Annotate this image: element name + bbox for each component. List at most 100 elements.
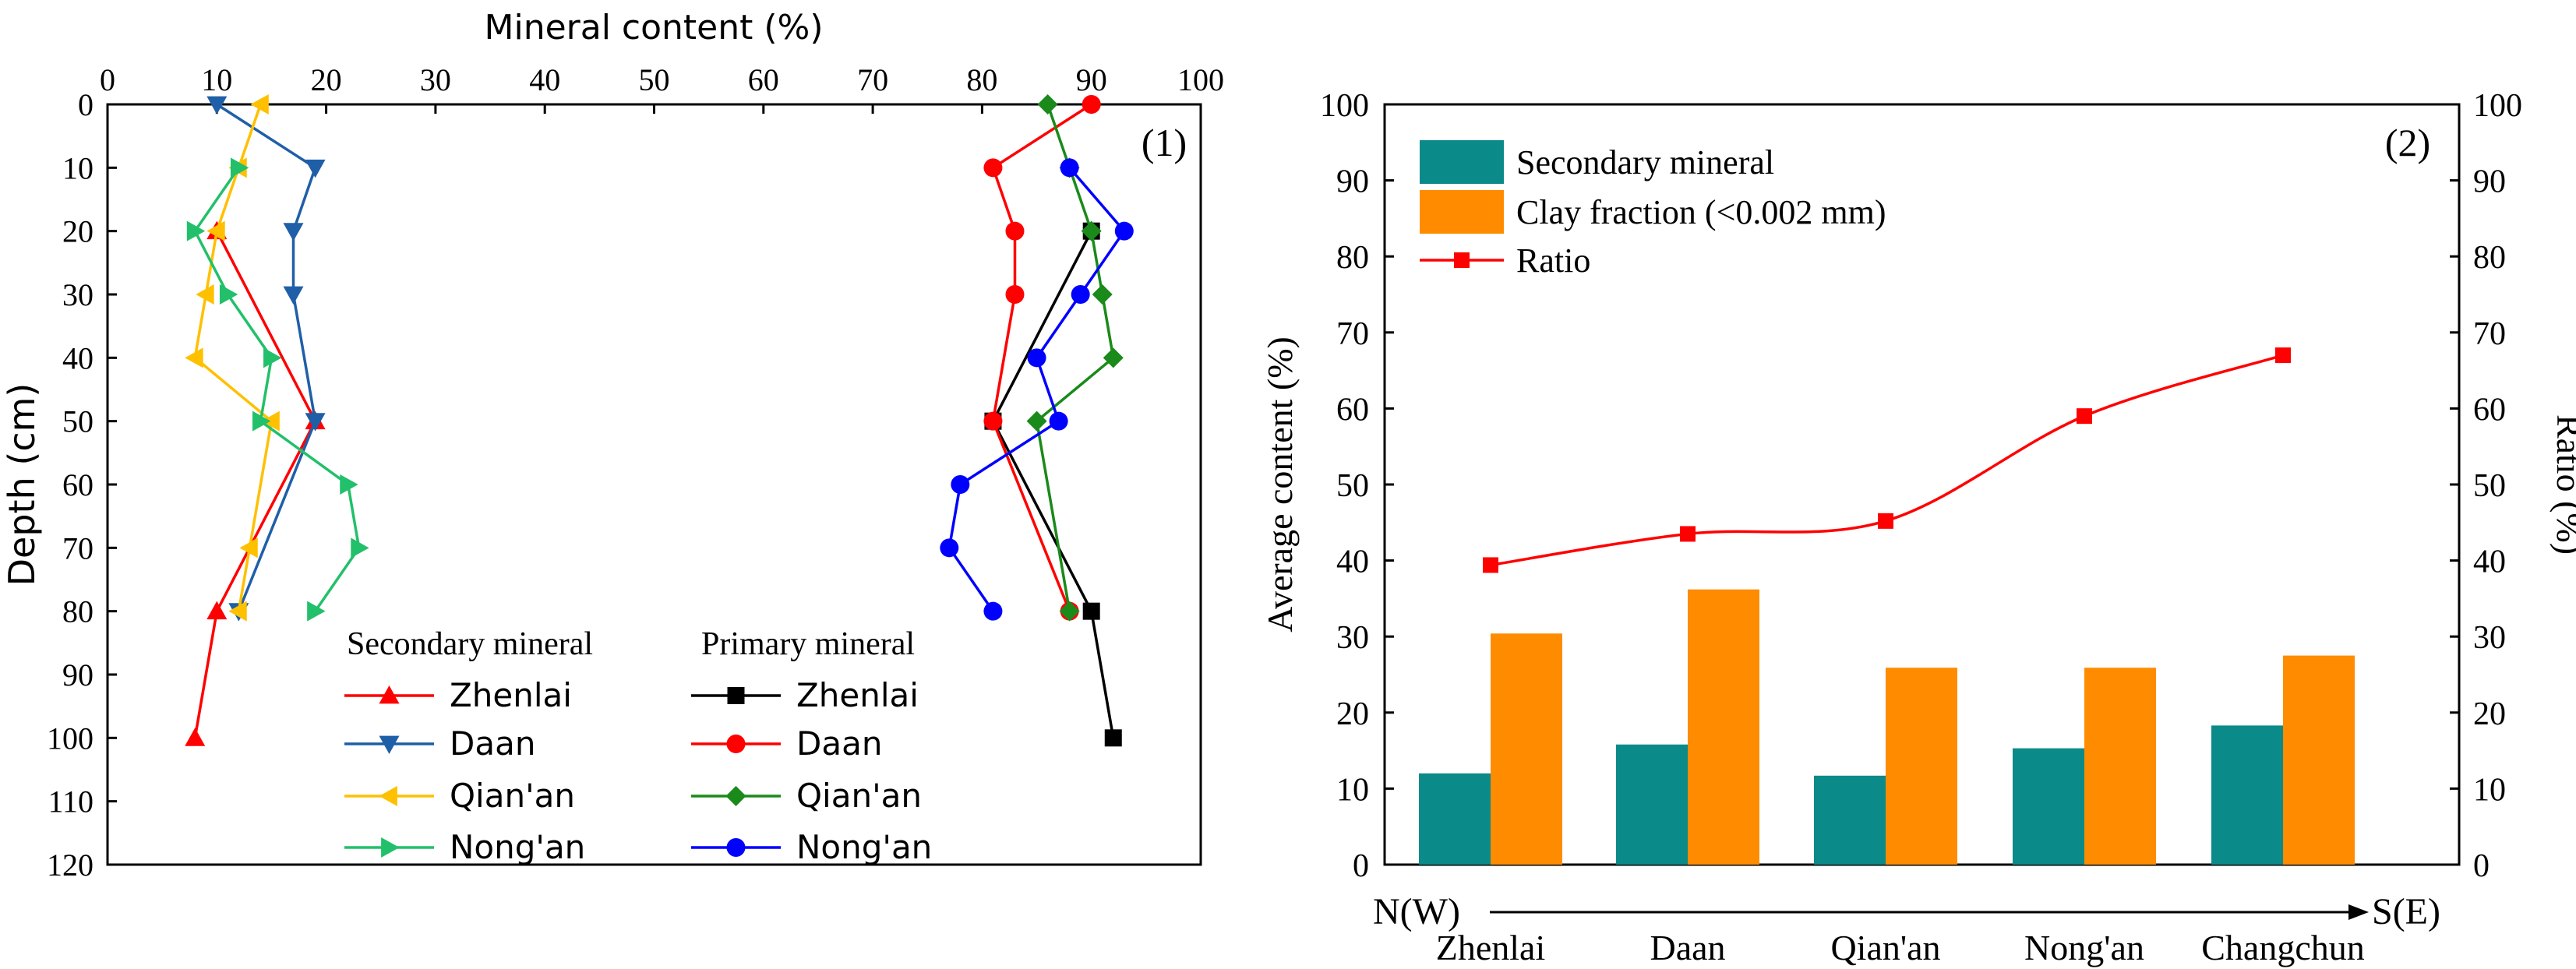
legend-label: Qian'an [450, 777, 575, 815]
data-point-primary-mineral-daan [1005, 285, 1025, 304]
data-point-primary-mineral-nong-an [1071, 285, 1090, 304]
legend-marker [379, 735, 400, 754]
data-point-secondary-mineral-daan [305, 413, 326, 432]
y-tick-label: 40 [1336, 544, 1369, 580]
bar-secondary-mineral-zhenlai [1419, 773, 1491, 865]
series-line-primary-mineral-daan [991, 103, 1092, 612]
panel-2-ratio-line [1483, 347, 2291, 573]
legend-swatch-secondary-mineral [1420, 140, 1504, 184]
y-tick-label: 70 [1336, 316, 1369, 352]
panel-2-left-axis: 0 10 20 30 40 50 60 70 80 90 100 [1320, 88, 1394, 884]
x-tick-label: 70 [857, 62, 888, 97]
series-secondary-mineral-nong-an [186, 157, 369, 622]
legend-label: Nong'an [450, 828, 585, 866]
y-tick-label: 50 [1336, 468, 1369, 504]
y2-tick-label: 100 [2473, 88, 2522, 124]
legend-marker [381, 837, 400, 858]
data-point-primary-mineral-qian-an [1103, 347, 1124, 368]
data-point-secondary-mineral-qian-an [185, 347, 203, 368]
bar-secondary-mineral-qian-an [1814, 775, 1886, 865]
legend-label: Zhenlai [796, 676, 919, 714]
data-point-secondary-mineral-nong-an [340, 474, 358, 495]
ratio-point-nong-an [2077, 408, 2092, 425]
data-point-primary-mineral-nong-an [940, 538, 959, 558]
ratio-point-qian-an [1878, 513, 1893, 529]
panel-2-right-axis: 0 10 20 30 40 50 60 70 80 90 100 [2450, 88, 2522, 884]
panel-1-y-axis-title: Depth (cm) [1, 383, 43, 587]
bar-secondary-mineral-changchun [2211, 725, 2283, 865]
data-point-secondary-mineral-zhenlai [206, 601, 228, 620]
series-line-secondary-mineral-qian-an [193, 104, 273, 611]
y2-tick-label: 70 [2473, 316, 2506, 352]
legend-label-secondary-mineral: Secondary mineral [1516, 143, 1774, 181]
legend-marker [379, 786, 397, 806]
data-point-secondary-mineral-zhenlai [185, 728, 206, 746]
legend-marker [726, 838, 746, 857]
legend-ratio-marker [1454, 252, 1470, 268]
panel-2-legend: Secondary mineral Clay fraction (<0.002 m… [1420, 140, 1886, 280]
bar-clay-fraction-0-002-mm-changchun [2283, 655, 2355, 865]
bar-clay-fraction-0-002-mm-daan [1688, 589, 1759, 865]
panel-2-category-labels: Zhenlai Daan Qian'an Nong'an Changchun [1436, 928, 2365, 967]
data-point-primary-mineral-qian-an [1026, 411, 1047, 432]
data-point-secondary-mineral-daan [206, 96, 228, 115]
category-label-zhenlai: Zhenlai [1436, 928, 1546, 967]
ratio-point-daan [1680, 526, 1696, 542]
legend-label: Daan [450, 724, 535, 763]
data-point-primary-mineral-daan [983, 158, 1003, 178]
y-tick-label: 40 [62, 340, 94, 375]
data-point-secondary-mineral-qian-an [228, 601, 247, 622]
y-tick-label: 100 [1320, 88, 1369, 124]
panel-1-x-axis: 0 10 20 30 40 50 60 70 80 90 100 [100, 62, 1224, 114]
ratio-point-changchun [2275, 347, 2291, 364]
direction-arrow-head [2348, 904, 2369, 920]
data-point-primary-mineral-nong-an [983, 601, 1003, 621]
category-label-daan: Daan [1650, 928, 1725, 967]
data-point-primary-mineral-qian-an [1081, 220, 1102, 241]
legend-label: Qian'an [796, 777, 922, 815]
panel-1-series [185, 94, 1134, 747]
ratio-point-zhenlai [1483, 557, 1498, 573]
direction-end-label: S(E) [2372, 891, 2440, 932]
legend-label: Daan [796, 724, 882, 763]
y2-tick-label: 60 [2473, 392, 2506, 428]
panel-2-average-content: 0 10 20 30 40 50 60 70 80 90 100 0 10 20 30 40 50 60 70 80… [1260, 88, 2576, 967]
legend-label: Nong'an [796, 828, 932, 866]
series-line-primary-mineral-nong-an [947, 167, 1126, 612]
panel-1-label: (1) [1142, 121, 1187, 164]
bar-clay-fraction-0-002-mm-nong-an [2084, 668, 2156, 865]
y-tick-label: 30 [1336, 620, 1369, 656]
y-tick-label: 10 [62, 150, 94, 185]
bar-secondary-mineral-nong-an [2013, 748, 2084, 865]
data-point-secondary-mineral-nong-an [219, 284, 238, 305]
x-tick-label: 100 [1177, 62, 1224, 97]
panel-1-legend: Secondary mineral Zhenlai Daan Qian'an Nong'… [344, 626, 932, 866]
data-point-primary-mineral-nong-an [1114, 221, 1134, 241]
panel-2-y2-axis-title: Ratio (%) [2550, 414, 2576, 555]
legend-title: Primary mineral [701, 626, 915, 662]
y-tick-label: 90 [1336, 164, 1369, 200]
x-tick-label: 0 [100, 62, 115, 97]
y-tick-label: 30 [62, 277, 94, 312]
data-point-secondary-mineral-nong-an [307, 601, 326, 622]
data-point-primary-mineral-nong-an [1027, 348, 1046, 368]
legend-label: Zhenlai [450, 676, 572, 714]
y-tick-label: 70 [62, 530, 94, 566]
data-point-secondary-mineral-nong-an [186, 220, 206, 241]
x-tick-label: 10 [201, 62, 232, 97]
legend-swatch-clay-fraction-0-002-mm [1420, 190, 1504, 234]
y-tick-label: 50 [62, 404, 94, 439]
data-point-secondary-mineral-nong-an [351, 537, 369, 558]
data-point-secondary-mineral-daan [305, 159, 326, 178]
y-tick-label: 20 [62, 214, 94, 249]
y-tick-label: 20 [1336, 696, 1369, 732]
y-tick-label: 120 [47, 847, 94, 883]
y-tick-label: 110 [48, 784, 94, 819]
legend-label-ratio: Ratio [1516, 241, 1590, 280]
panel-2-bars [1419, 589, 2355, 865]
data-point-primary-mineral-nong-an [951, 475, 970, 494]
y-tick-label: 0 [1353, 848, 1369, 884]
panel-2-label: (2) [2385, 121, 2430, 164]
x-tick-label: 20 [311, 62, 342, 97]
